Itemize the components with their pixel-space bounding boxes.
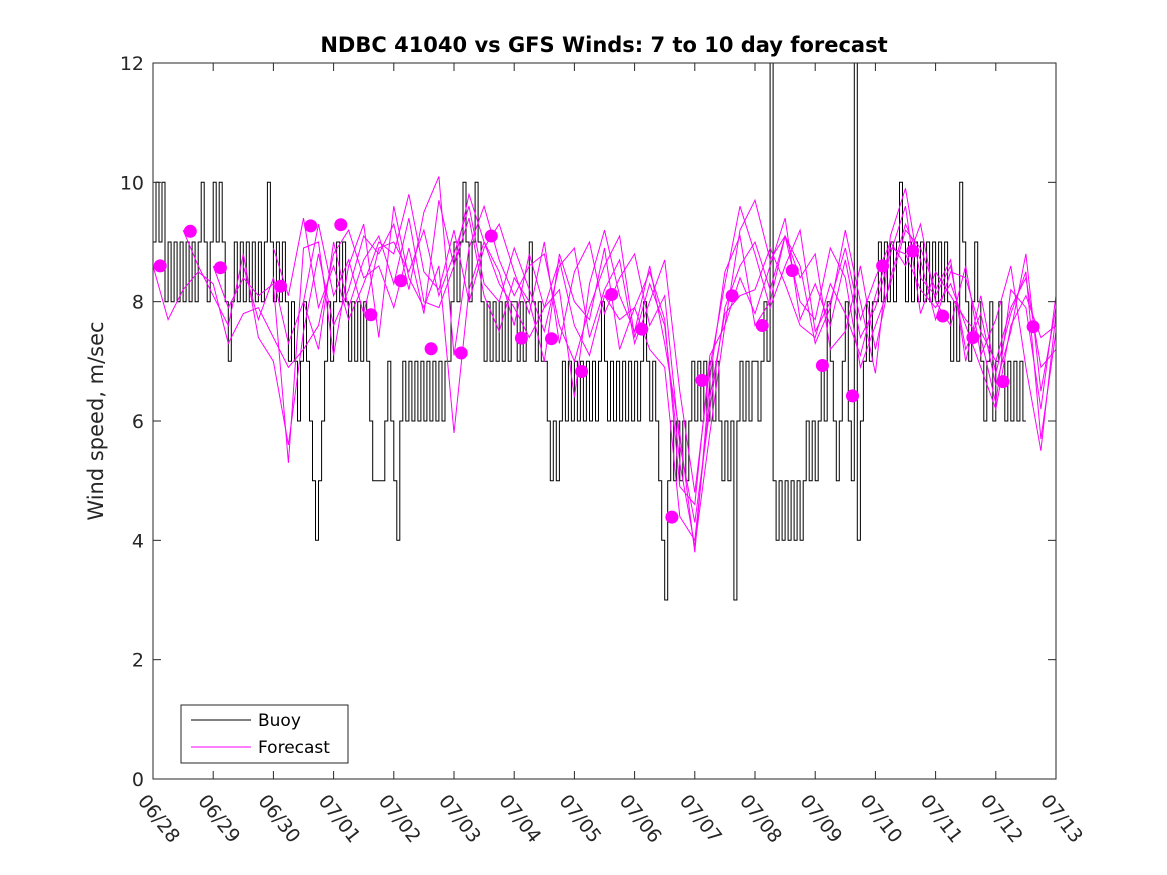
forecast-point <box>153 259 167 273</box>
chart-title: NDBC 41040 vs GFS Winds: 7 to 10 day for… <box>320 33 887 57</box>
forecast-point <box>334 218 348 232</box>
forecast-point <box>424 342 438 356</box>
forecast-point <box>966 331 980 344</box>
forecast-point <box>846 389 859 403</box>
forecast-point <box>545 332 558 346</box>
forecast-point <box>695 373 709 387</box>
forecast-point <box>876 259 890 273</box>
forecast-point <box>274 279 288 293</box>
axes-background <box>153 63 1056 779</box>
forecast-point <box>936 309 950 323</box>
forecast-point <box>304 219 318 233</box>
forecast-markers <box>153 218 1040 524</box>
forecast-point <box>514 331 528 345</box>
legend-buoy-label: Buoy <box>258 711 301 731</box>
legend-forecast-label: Forecast <box>258 738 330 758</box>
forecast-run-line <box>153 192 1056 542</box>
y-tick-label: 4 <box>132 530 144 552</box>
forecast-point <box>213 261 227 275</box>
forecast-point <box>906 244 920 258</box>
buoy-series <box>153 63 1026 601</box>
forecast-point <box>815 359 829 372</box>
forecast-point <box>785 264 799 278</box>
y-tick-label: 6 <box>132 411 144 433</box>
forecast-point <box>454 346 468 360</box>
forecast-point <box>1026 320 1040 334</box>
y-tick-label: 2 <box>132 650 144 672</box>
plot-area <box>152 62 1057 780</box>
forecast-point <box>725 289 739 303</box>
forecast-point <box>364 308 378 322</box>
forecast-point <box>635 322 649 336</box>
legend-box <box>180 704 349 764</box>
y-tick-label: 0 <box>132 769 144 791</box>
forecast-run-line <box>242 206 1056 506</box>
forecast-point <box>605 288 619 301</box>
forecast-point <box>755 319 769 332</box>
y-tick-label: 10 <box>120 172 144 194</box>
y-axis-label: Wind speed, m/sec <box>84 321 108 520</box>
forecast-series <box>153 176 1056 553</box>
forecast-point <box>484 229 498 243</box>
buoy-line <box>153 63 1026 601</box>
forecast-point <box>575 365 589 378</box>
forecast-run-line <box>272 194 1056 523</box>
y-axis: 0 2 4 6 8 10 12 <box>120 53 1056 791</box>
y-tick-label: 12 <box>120 53 144 75</box>
forecast-point <box>394 274 408 288</box>
forecast-point <box>996 375 1010 389</box>
forecast-run-line <box>303 206 1056 493</box>
forecast-point <box>665 510 679 524</box>
forecast-point <box>183 224 197 238</box>
y-tick-label: 8 <box>132 292 144 314</box>
legend: Buoy Forecast <box>180 704 349 764</box>
